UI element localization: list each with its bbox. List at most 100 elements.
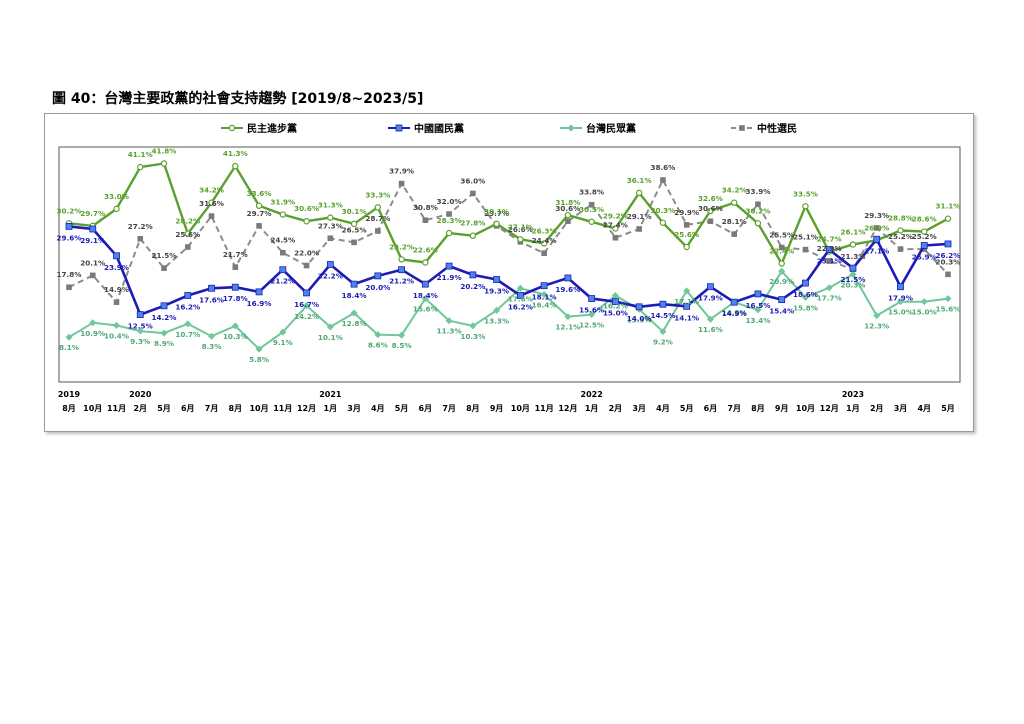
marker-tpp-35	[896, 298, 904, 306]
data-label-neutral-3: 27.2%	[128, 222, 153, 231]
data-label-neutral-4: 21.5%	[152, 251, 177, 260]
marker-tpp-6	[208, 332, 216, 340]
data-label-tpp-11: 10.1%	[318, 333, 343, 342]
marker-tpp-2	[113, 321, 121, 329]
marker-dpp-9	[279, 211, 287, 218]
x-tick-label-15: 6月	[419, 404, 433, 413]
x-year-label-2022: 2022	[581, 390, 603, 399]
marker-kmt-36	[920, 242, 928, 249]
data-label-tpp-20: 16.4%	[532, 300, 557, 309]
marker-kmt-12	[350, 280, 358, 288]
marker-dpp-3	[137, 163, 144, 171]
data-label-tpp-1: 10.9%	[80, 329, 105, 338]
marker-kmt-34	[873, 235, 881, 243]
marker-tpp-29	[754, 306, 762, 314]
marker-neutral-11	[327, 235, 334, 242]
data-label-neutral-35: 25.2%	[888, 232, 913, 241]
data-label-tpp-35: 15.0%	[888, 308, 913, 317]
data-label-dpp-16: 28.3%	[437, 216, 462, 225]
marker-neutral-22	[588, 201, 595, 208]
data-label-dpp-7: 41.3%	[223, 149, 248, 158]
marker-dpp-27	[707, 207, 714, 215]
data-label-kmt-26: 14.1%	[674, 313, 699, 322]
marker-dpp-11	[327, 214, 334, 221]
marker-dpp-28	[730, 199, 738, 206]
x-tick-label-20: 11月	[535, 404, 554, 413]
marker-kmt-31	[802, 279, 809, 287]
marker-neutral-32	[826, 258, 833, 264]
x-tick-label-34: 2月	[870, 404, 884, 413]
data-label-kmt-25: 14.5%	[650, 311, 675, 320]
marker-neutral-10	[303, 262, 310, 269]
data-label-dpp-37: 31.1%	[936, 202, 961, 211]
x-tick-label-13: 4月	[371, 404, 385, 413]
data-label-kmt-11: 22.2%	[318, 272, 343, 281]
marker-tpp-31	[801, 294, 809, 302]
data-label-kmt-35: 17.9%	[888, 294, 913, 303]
marker-dpp-30	[778, 260, 785, 267]
data-label-neutral-33: 21.3%	[841, 252, 866, 261]
marker-kmt-5	[184, 292, 192, 299]
marker-tpp-19	[516, 284, 524, 292]
marker-dpp-7	[232, 162, 239, 170]
marker-tpp-20	[540, 290, 548, 298]
marker-kmt-35	[897, 283, 904, 291]
data-label-kmt-9: 21.2%	[270, 277, 295, 286]
marker-neutral-27	[707, 218, 714, 225]
marker-kmt-11	[326, 261, 334, 268]
data-label-kmt-31: 18.6%	[793, 290, 818, 299]
marker-neutral-5	[184, 244, 191, 250]
marker-tpp-36	[920, 298, 928, 306]
data-label-dpp-22: 30.5%	[579, 205, 604, 214]
marker-tpp-37	[944, 295, 952, 303]
data-label-neutral-20: 24.4%	[532, 236, 557, 245]
data-label-kmt-7: 17.8%	[223, 294, 248, 303]
data-label-dpp-24: 36.1%	[627, 176, 652, 185]
x-tick-label-6: 7月	[205, 404, 219, 413]
line-kmt	[68, 225, 949, 316]
data-label-tpp-30: 20.9%	[769, 277, 794, 286]
data-label-kmt-5: 16.2%	[175, 302, 200, 311]
marker-neutral-7	[232, 264, 239, 270]
legend-label: 台灣民眾黨	[586, 122, 636, 135]
data-label-tpp-29: 13.4%	[745, 316, 770, 325]
data-label-tpp-24: 13.5%	[627, 315, 652, 324]
data-label-dpp-5: 28.2%	[175, 217, 200, 226]
data-label-neutral-31: 25.1%	[793, 233, 818, 242]
marker-dpp-21	[564, 211, 572, 219]
marker-neutral-25	[660, 177, 666, 183]
x-tick-label-18: 9月	[490, 404, 504, 413]
data-label-neutral-2: 14.9%	[104, 285, 129, 294]
x-tick-label-2: 11月	[107, 404, 126, 413]
marker-dpp-4	[160, 160, 168, 167]
marker-tpp-5	[184, 320, 192, 328]
marker-tpp-23	[611, 291, 619, 299]
marker-kmt-0	[65, 222, 73, 230]
data-label-neutral-27: 30.6%	[698, 204, 723, 213]
data-label-tpp-23: 16.2%	[603, 301, 628, 310]
x-tick-label-8: 10月	[249, 404, 268, 413]
data-label-dpp-11: 31.3%	[318, 201, 343, 210]
data-label-kmt-19: 16.2%	[508, 302, 533, 311]
data-label-neutral-6: 31.6%	[199, 199, 224, 208]
data-label-tpp-36: 15.0%	[912, 308, 937, 317]
data-label-kmt-34: 27.1%	[864, 246, 889, 255]
data-label-dpp-33: 26.1%	[841, 227, 866, 236]
data-label-layer: 17.8% 20.1% 14.9% 27.2% 21.5% 25.6% 31.6% 21.7%…	[57, 146, 961, 364]
data-label-kmt-29: 16.5%	[745, 301, 770, 310]
marker-neutral-31	[802, 246, 809, 253]
marker-kmt-37	[944, 240, 952, 248]
x-tick-label-37: 5月	[941, 404, 955, 413]
data-label-kmt-32: 25.1%	[817, 257, 842, 266]
legend-item-kmt: 中國國民黨	[388, 122, 464, 135]
marker-tpp-27	[706, 315, 714, 323]
data-label-neutral-1: 20.1%	[80, 258, 105, 267]
x-tick-label-7: 8月	[229, 404, 243, 413]
marker-dpp-15	[422, 259, 429, 266]
data-label-tpp-18: 13.3%	[484, 316, 509, 325]
chart-frame: 民主進步黨 中國國民黨 台灣民眾黨 中性選民 17.8% 20.1% 14.9% 27.2%…	[44, 113, 974, 432]
marker-tpp-25	[659, 328, 667, 336]
data-label-tpp-22: 12.5%	[579, 321, 604, 330]
marker-neutral-8	[256, 223, 262, 229]
data-label-kmt-4: 14.2%	[152, 313, 177, 322]
